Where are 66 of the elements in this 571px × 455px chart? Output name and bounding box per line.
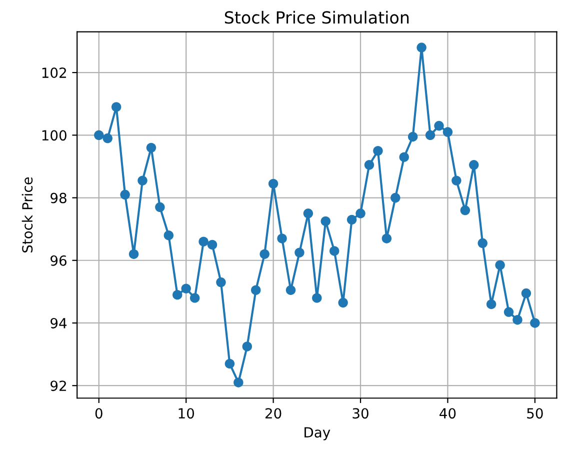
point [190,293,200,303]
point [338,298,348,308]
point [277,234,287,244]
point [207,240,218,250]
point [234,378,244,388]
point [408,132,418,142]
point [416,42,426,52]
point [286,285,296,295]
point [268,178,278,189]
point [495,260,505,270]
point [356,208,366,218]
point [102,133,112,144]
x-tick-label: 40 [440,408,456,419]
point [251,285,261,295]
point [120,190,130,200]
point [399,152,409,162]
point [260,249,270,259]
y-tick-label: 92 [50,380,66,392]
y-tick-label: 96 [50,255,66,266]
chart-title: Stock Price Simulation [224,10,409,24]
y-tick-label: 100 [42,130,66,141]
point [478,238,488,248]
point [94,130,104,140]
y-axis-title: Stock Price [22,177,33,252]
point [460,205,470,216]
point [198,236,208,246]
point [512,315,522,325]
point [242,342,252,352]
point [172,290,182,300]
point [329,246,340,256]
point [530,318,540,328]
point [312,293,322,303]
point [320,216,330,226]
y-tick-label: 102 [42,68,66,78]
point [146,142,156,153]
point [382,234,392,244]
point [390,192,400,203]
point [364,160,374,170]
point [521,288,532,298]
y-tick-label: 94 [50,318,67,328]
x-tick-label: 10 [178,408,194,419]
point [111,102,122,112]
point [442,127,453,137]
point [128,249,139,259]
point [138,176,148,186]
point [452,176,462,186]
x-axis-title: Day [304,427,330,440]
point [294,248,304,258]
x-tick-label: 30 [352,408,368,419]
point [434,120,444,131]
point [303,208,314,218]
point [373,146,383,156]
point [216,277,226,288]
x-tick-label: 20 [265,408,282,419]
point [425,130,436,140]
point [346,214,357,225]
x-tick-label: 0 [95,408,102,419]
x-tick-label: 50 [527,408,543,419]
point [224,358,235,369]
point [155,202,165,212]
y-tick-label: 98 [50,192,66,204]
point [504,307,514,317]
point [164,230,174,240]
point [469,160,479,170]
point [181,284,191,294]
point [486,299,496,310]
